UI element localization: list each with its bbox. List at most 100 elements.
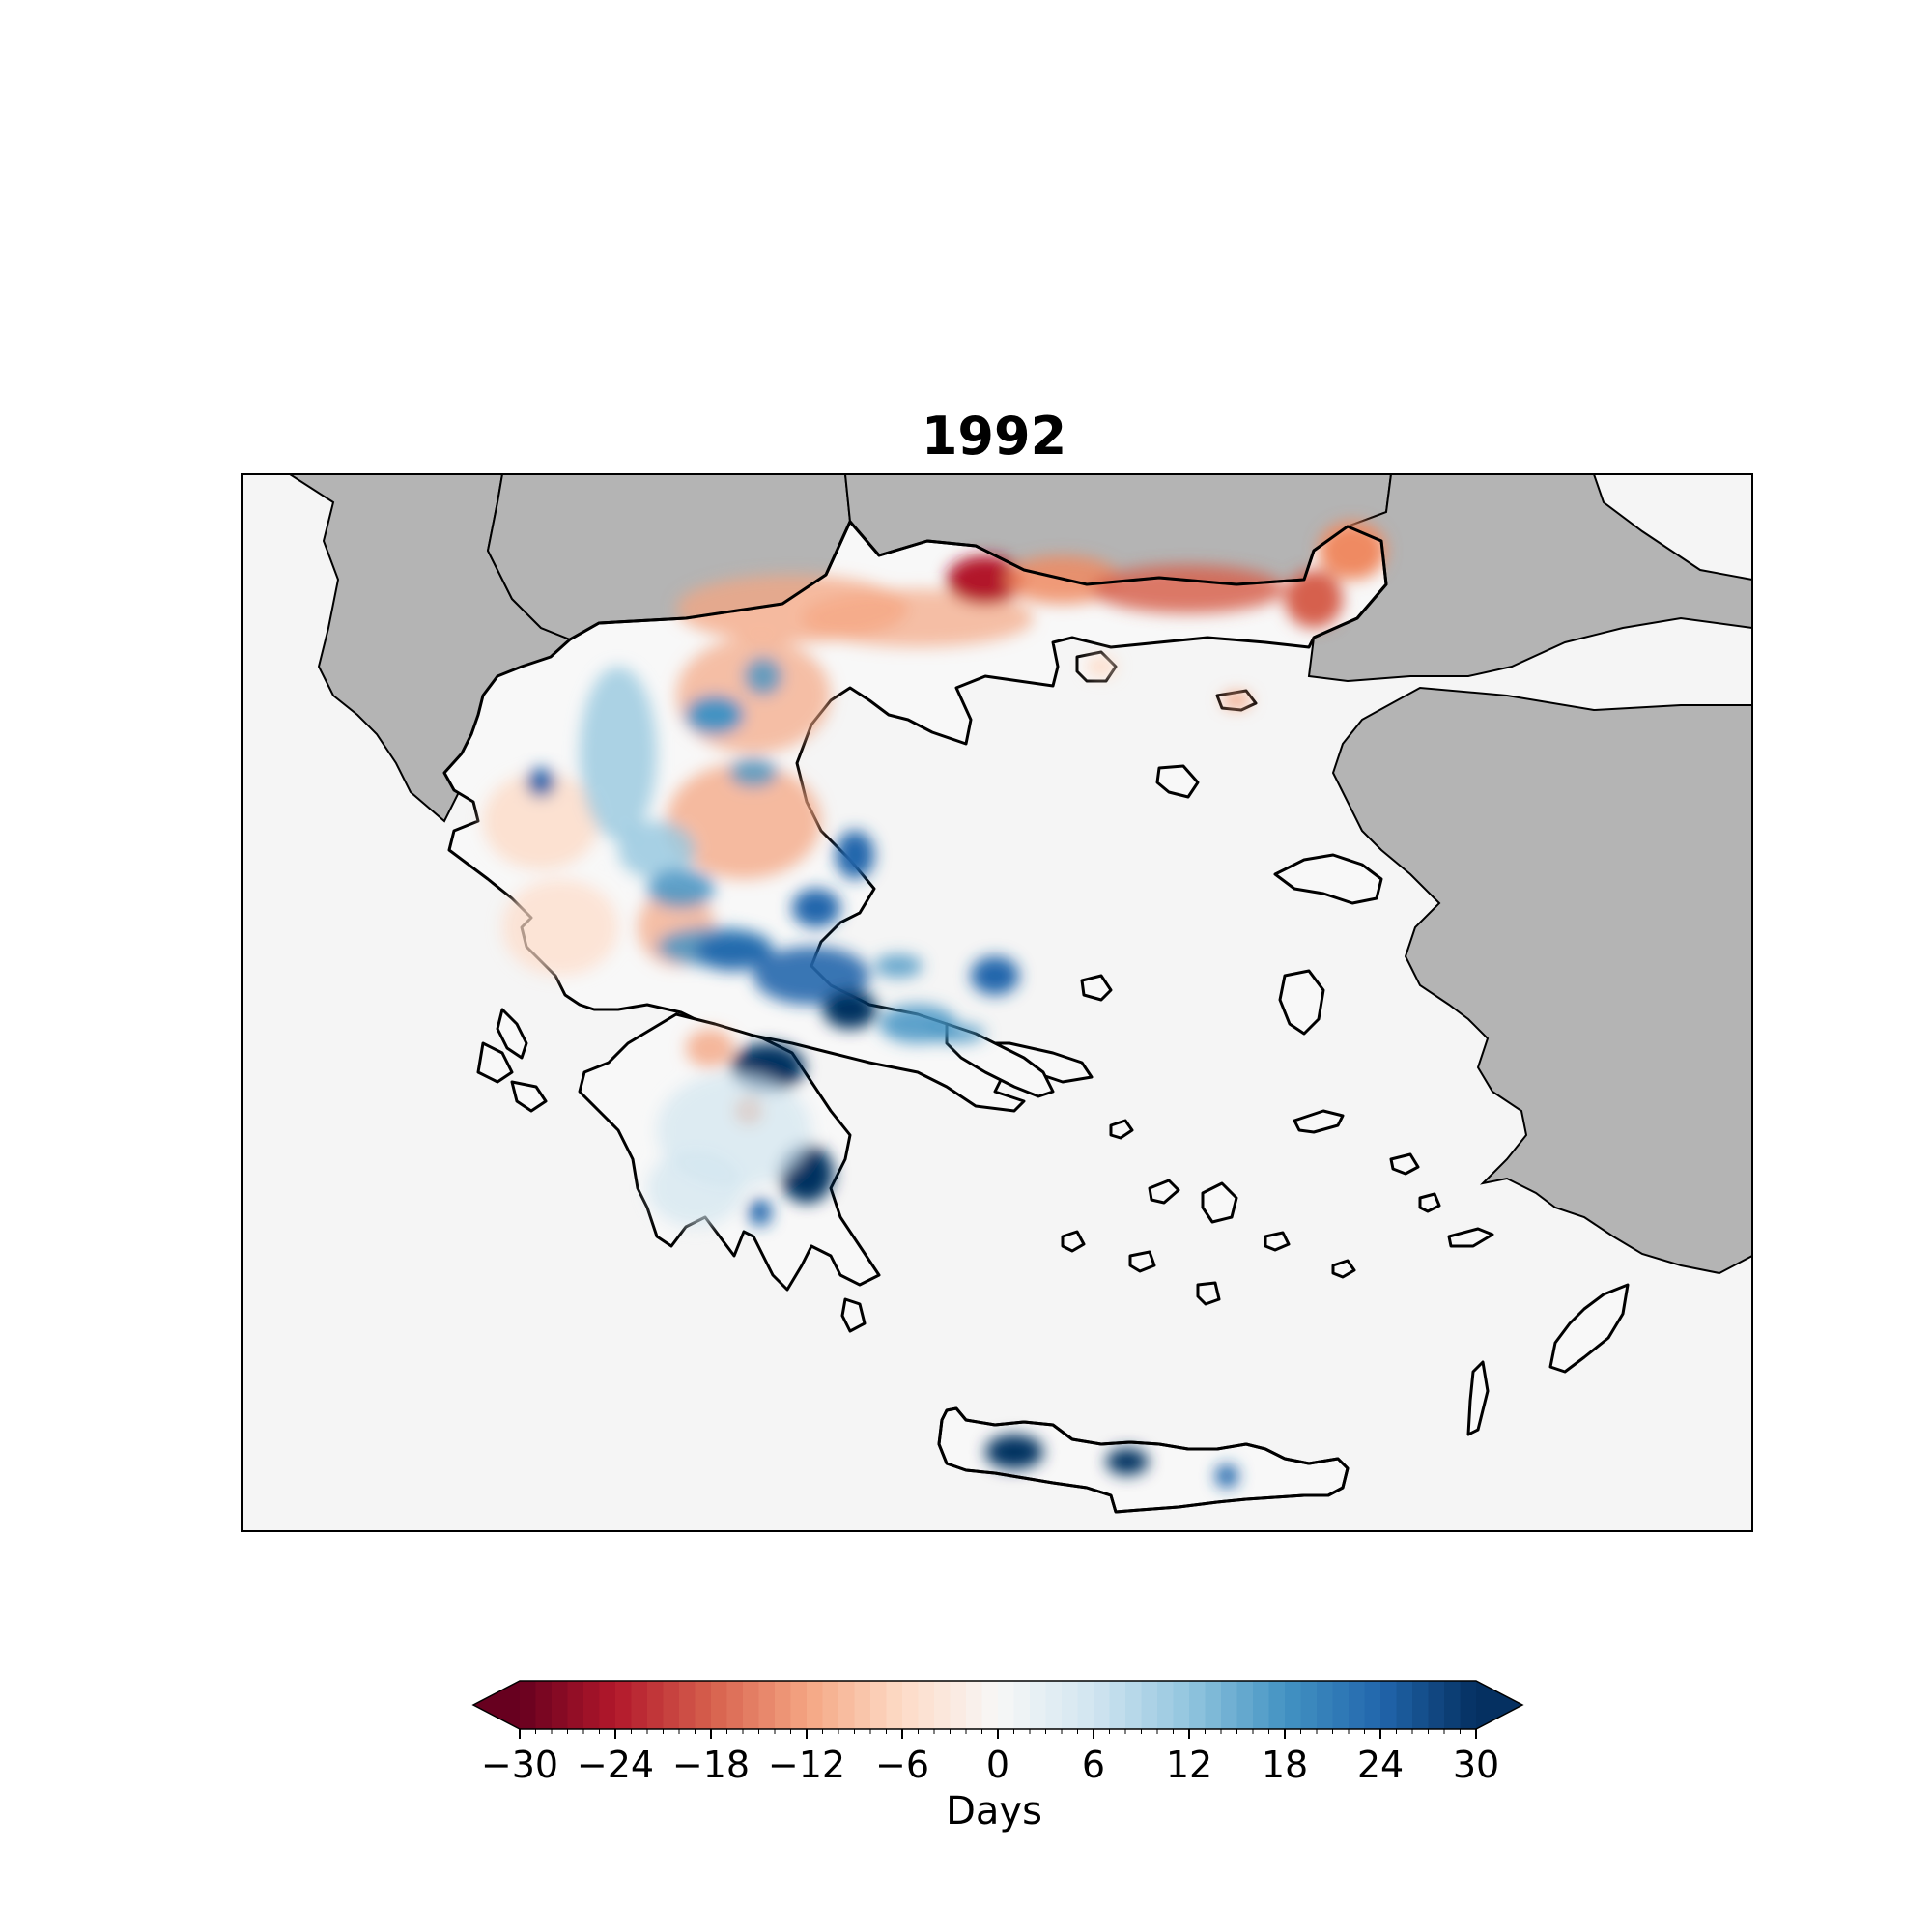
colorbar-segment: [1428, 1681, 1445, 1729]
colorbar-label: Days: [946, 1789, 1042, 1833]
blue-cell: [1215, 1464, 1238, 1488]
colorbar-segment: [583, 1681, 601, 1729]
colorbar-segment: [822, 1681, 839, 1729]
colorbar-segment: [998, 1681, 1015, 1729]
chios: [1278, 969, 1325, 1036]
colorbar-segment: [1396, 1681, 1413, 1729]
blue-cell: [753, 947, 869, 1005]
small-island-7: [1418, 1192, 1441, 1213]
colorbar-segment: [1268, 1681, 1286, 1729]
limnos: [1155, 764, 1200, 799]
colorbar-segment: [1141, 1681, 1158, 1729]
colorbar-segment: [726, 1681, 744, 1729]
colorbar-extend-min: [473, 1681, 520, 1729]
samos: [1293, 1109, 1345, 1134]
colorbar-segment: [1173, 1681, 1190, 1729]
colorbar-tick-label: −12: [768, 1744, 845, 1786]
colorbar-segment: [854, 1681, 871, 1729]
colorbar-segment: [1285, 1681, 1302, 1729]
colorbar-segment: [567, 1681, 584, 1729]
colorbar-segment: [1253, 1681, 1270, 1729]
colorbar-segment: [870, 1681, 888, 1729]
red-cell: [667, 763, 821, 879]
blue-cell: [729, 758, 778, 787]
colorbar-segment: [1205, 1681, 1222, 1729]
karpathos: [1466, 1360, 1490, 1436]
colorbar-segment: [1030, 1681, 1047, 1729]
small-island-2: [1061, 1230, 1086, 1253]
map-title: 1992: [921, 406, 1067, 467]
andros: [1148, 1179, 1180, 1205]
colorbar-segment: [663, 1681, 680, 1729]
red-cell: [686, 1029, 734, 1067]
turkey-anatolia-region: [1331, 686, 1752, 1275]
colorbar-segment: [647, 1681, 665, 1729]
colorbar-segment: [966, 1681, 983, 1729]
colorbar-segment: [1013, 1681, 1031, 1729]
colorbar-segment: [599, 1681, 616, 1729]
colorbar-tick-label: −6: [875, 1744, 929, 1786]
colorbar-segment: [695, 1681, 712, 1729]
colorbar-segment: [950, 1681, 967, 1729]
colorbar-tick-label: 0: [986, 1744, 1009, 1786]
red-cell: [483, 773, 599, 869]
colorbar-segment: [615, 1681, 633, 1729]
blue-cell: [874, 954, 923, 978]
blue-cell: [696, 932, 773, 971]
lesvos: [1273, 853, 1383, 905]
colorbar-segment: [1317, 1681, 1334, 1729]
coastlines: [569, 520, 1388, 1514]
euboea: [945, 1022, 1055, 1098]
colorbar-tick-label: −18: [672, 1744, 750, 1786]
colorbar-segment: [918, 1681, 935, 1729]
colorbar-tick-label: −24: [577, 1744, 654, 1786]
red-cell: [1092, 565, 1285, 613]
colorbar-tick-label: 24: [1357, 1744, 1404, 1786]
blue-cell: [647, 1150, 744, 1227]
colorbar-segment: [886, 1681, 903, 1729]
colorbar-segment: [1380, 1681, 1398, 1729]
naxos: [1201, 1181, 1238, 1224]
red-cell: [502, 879, 618, 976]
small-island-8: [1264, 1231, 1291, 1252]
blue-cell: [823, 990, 877, 1029]
blue-cell: [580, 667, 657, 840]
red-cell: [1285, 570, 1343, 628]
colorbar-segment: [1125, 1681, 1143, 1729]
colorbar-segment: [1236, 1681, 1254, 1729]
small-island-4: [1196, 1281, 1221, 1306]
corfu: [496, 1008, 528, 1060]
blue-cell: [744, 657, 782, 696]
kythira: [840, 1297, 867, 1333]
colorbar-tick-label: 6: [1082, 1744, 1105, 1786]
colorbar-segment: [775, 1681, 792, 1729]
blue-cell: [526, 768, 555, 797]
colorbar-segment: [807, 1681, 824, 1729]
red-cell: [1222, 693, 1251, 708]
blue-cell: [836, 831, 874, 879]
colorbar-segment: [711, 1681, 728, 1729]
red-cell: [802, 589, 1034, 647]
colorbar-segment: [1364, 1681, 1381, 1729]
colorbar-segment: [1094, 1681, 1111, 1729]
colorbar-segment: [520, 1681, 537, 1729]
blue-cell: [927, 1024, 985, 1043]
small-island-5: [1128, 1250, 1156, 1273]
blue-cell: [686, 696, 744, 734]
small-island-3: [1331, 1259, 1356, 1279]
colorbar-segment: [1157, 1681, 1175, 1729]
colorbar-segment: [743, 1681, 760, 1729]
colorbar-segment: [1045, 1681, 1063, 1729]
colorbar-tick-label: −30: [481, 1744, 558, 1786]
small-island-1: [1109, 1119, 1134, 1140]
colorbar-segment: [1444, 1681, 1462, 1729]
colorbar-segment: [1221, 1681, 1238, 1729]
map-area: [242, 474, 1752, 1531]
blue-cell: [647, 869, 715, 908]
colorbar-segment: [1412, 1681, 1430, 1729]
red-cell: [1319, 522, 1386, 580]
colorbar-segment: [838, 1681, 856, 1729]
colorbar-segment: [1300, 1681, 1318, 1729]
colorbar-segment: [1189, 1681, 1207, 1729]
